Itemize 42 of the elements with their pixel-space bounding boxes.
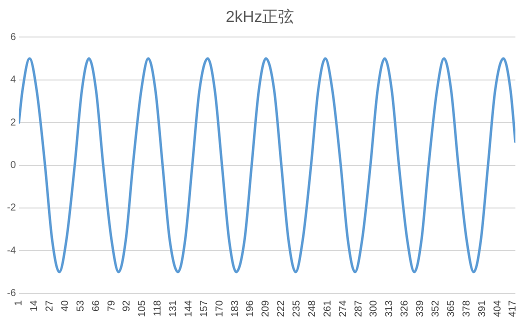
x-tick-label: 170	[214, 300, 226, 318]
y-tick-label: -2	[6, 202, 16, 214]
x-tick-label: 313	[384, 300, 396, 318]
x-tick-label: 339	[415, 300, 426, 318]
y-tick-label: 0	[10, 160, 16, 172]
x-tick-label: 235	[292, 300, 303, 318]
x-tick-label: 131	[168, 300, 180, 318]
x-tick-label: 157	[198, 300, 210, 318]
x-tick-label: 40	[60, 300, 71, 312]
x-tick-label: 287	[353, 300, 364, 318]
x-tick-label: 248	[306, 300, 318, 318]
y-tick-label: 6	[10, 32, 16, 43]
x-tick-label: 352	[430, 300, 442, 318]
x-tick-label: 144	[183, 300, 194, 318]
x-tick-label: 378	[461, 300, 472, 318]
x-tick-label: 53	[75, 300, 86, 312]
x-tick-label: 404	[492, 300, 504, 318]
y-tick-label: 2	[10, 117, 16, 128]
x-tick-label: 92	[122, 300, 133, 312]
x-tick-label: 209	[260, 300, 272, 318]
x-tick-label: 66	[90, 300, 102, 312]
y-tick-label: 4	[10, 74, 16, 86]
x-tick-label: 183	[230, 300, 241, 318]
x-tick-label: 118	[152, 300, 164, 316]
x-tick-label: 417	[508, 300, 519, 318]
x-tick-label: 391	[476, 300, 488, 318]
x-tick-label: 300	[368, 300, 380, 318]
x-tick-label: 365	[446, 300, 457, 318]
x-tick-label: 14	[29, 300, 40, 312]
x-tick-label: 222	[276, 300, 288, 318]
chart-title: 2kHz正弦	[226, 8, 294, 26]
x-tick-label: 79	[106, 300, 118, 312]
x-tick-label: 105	[137, 300, 148, 318]
x-tick-label: 196	[245, 300, 256, 318]
x-tick-label: 1	[14, 300, 25, 306]
y-tick-label: -6	[6, 288, 16, 300]
x-tick-label: 274	[338, 300, 349, 318]
x-tick-label: 27	[44, 300, 56, 312]
x-tick-label: 326	[400, 300, 411, 318]
line-series	[18, 57, 516, 274]
y-tick-label: -4	[6, 245, 16, 256]
x-tick-label: 261	[322, 300, 334, 318]
